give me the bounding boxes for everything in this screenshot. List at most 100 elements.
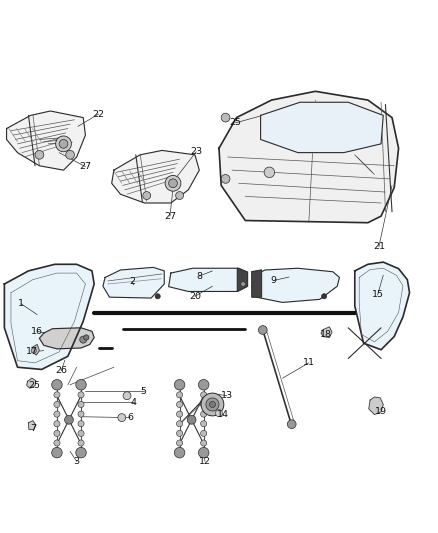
Circle shape (54, 382, 60, 388)
Circle shape (177, 421, 183, 427)
Circle shape (78, 430, 84, 437)
Text: 11: 11 (303, 358, 315, 367)
Circle shape (287, 420, 296, 429)
Text: 21: 21 (373, 243, 385, 251)
Circle shape (54, 421, 60, 427)
Circle shape (76, 447, 86, 458)
Text: 8: 8 (196, 272, 202, 281)
Circle shape (201, 401, 207, 408)
Circle shape (78, 401, 84, 408)
Polygon shape (237, 268, 247, 292)
Polygon shape (369, 397, 383, 415)
Circle shape (201, 382, 207, 388)
Text: 16: 16 (31, 327, 43, 336)
Text: 13: 13 (221, 391, 233, 400)
Polygon shape (355, 262, 410, 350)
Circle shape (201, 392, 207, 398)
Circle shape (78, 392, 84, 398)
Circle shape (78, 421, 84, 427)
Circle shape (78, 382, 84, 388)
Circle shape (321, 294, 327, 299)
Polygon shape (32, 344, 39, 355)
Circle shape (174, 447, 185, 458)
Circle shape (221, 174, 230, 183)
Circle shape (187, 415, 196, 424)
Polygon shape (252, 268, 339, 302)
Circle shape (52, 379, 62, 390)
Polygon shape (321, 327, 332, 337)
Circle shape (177, 430, 183, 437)
Circle shape (54, 430, 60, 437)
Circle shape (198, 447, 209, 458)
Circle shape (209, 401, 215, 408)
Text: 27: 27 (164, 212, 176, 221)
Circle shape (169, 179, 177, 188)
Circle shape (176, 191, 184, 199)
Circle shape (54, 401, 60, 408)
Text: 12: 12 (199, 457, 211, 466)
Text: 3: 3 (74, 457, 80, 466)
Circle shape (31, 348, 36, 353)
Circle shape (54, 449, 60, 456)
Polygon shape (39, 328, 94, 349)
Polygon shape (27, 378, 36, 388)
Circle shape (54, 440, 60, 446)
Circle shape (198, 379, 209, 390)
Circle shape (201, 430, 207, 437)
Text: 9: 9 (271, 276, 277, 285)
Circle shape (143, 191, 151, 199)
Circle shape (54, 392, 60, 398)
Circle shape (177, 449, 183, 456)
Circle shape (221, 113, 230, 122)
Polygon shape (112, 150, 199, 203)
Circle shape (80, 336, 87, 343)
Circle shape (241, 282, 245, 286)
Circle shape (177, 401, 183, 408)
Text: 22: 22 (92, 110, 105, 118)
Circle shape (264, 167, 275, 177)
Polygon shape (103, 268, 164, 298)
Circle shape (76, 379, 86, 390)
Circle shape (54, 411, 60, 417)
Circle shape (177, 411, 183, 417)
Text: 20: 20 (189, 292, 201, 301)
Circle shape (56, 136, 71, 152)
Polygon shape (261, 102, 383, 152)
Circle shape (59, 140, 68, 148)
Text: 4: 4 (131, 398, 137, 407)
Circle shape (155, 294, 160, 299)
Text: 6: 6 (127, 413, 134, 422)
Polygon shape (219, 91, 399, 223)
Text: 27: 27 (79, 162, 92, 171)
Text: 25: 25 (28, 381, 40, 390)
Circle shape (174, 379, 185, 390)
Text: 7: 7 (30, 424, 36, 433)
Circle shape (258, 326, 267, 334)
Text: 1: 1 (18, 299, 24, 308)
Circle shape (123, 392, 131, 400)
Text: 14: 14 (217, 410, 230, 419)
Circle shape (52, 447, 62, 458)
Circle shape (201, 421, 207, 427)
Circle shape (66, 150, 74, 159)
Text: 18: 18 (320, 330, 332, 339)
Polygon shape (169, 268, 247, 292)
Circle shape (78, 440, 84, 446)
Text: 26: 26 (55, 366, 67, 375)
Circle shape (165, 175, 181, 191)
Circle shape (78, 411, 84, 417)
Text: 17: 17 (25, 348, 38, 357)
Text: 19: 19 (375, 407, 387, 416)
Polygon shape (252, 270, 261, 297)
Polygon shape (4, 264, 94, 369)
Circle shape (177, 382, 183, 388)
Circle shape (201, 393, 224, 416)
Circle shape (118, 414, 126, 422)
Circle shape (65, 415, 73, 424)
Circle shape (201, 411, 207, 417)
Text: 15: 15 (371, 290, 384, 300)
Polygon shape (28, 421, 36, 430)
Text: 23: 23 (190, 147, 202, 156)
Circle shape (35, 150, 44, 159)
Circle shape (84, 335, 89, 340)
